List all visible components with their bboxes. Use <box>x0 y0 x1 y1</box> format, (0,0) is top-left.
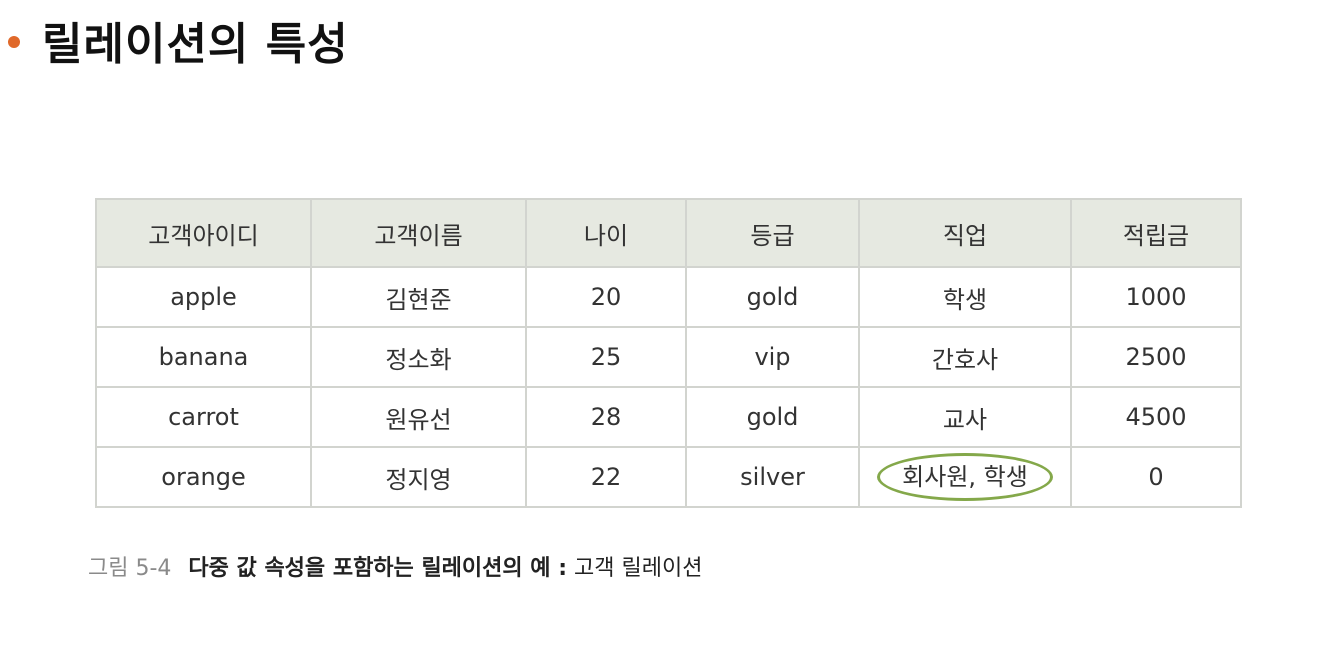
cell-customer-name: 김현준 <box>310 266 527 328</box>
cell-points: 2500 <box>1070 326 1242 388</box>
table-row: carrot 원유선 28 gold 교사 4500 <box>95 386 1242 448</box>
figure-caption: 그림 5-4 다중 값 속성을 포함하는 릴레이션의 예 : 고객 릴레이션 <box>88 550 702 582</box>
figure-subtitle: 고객 릴레이션 <box>574 556 703 581</box>
slide-title-row: 릴레이션의 특성 <box>8 10 349 70</box>
column-header-grade: 등급 <box>685 198 860 268</box>
cell-age: 22 <box>525 446 687 508</box>
cell-age: 28 <box>525 386 687 448</box>
figure-title: 다중 값 속성을 포함하는 릴레이션의 예 : <box>188 556 568 581</box>
column-header-points: 적립금 <box>1070 198 1242 268</box>
customer-relation-table: 고객아이디 고객이름 나이 등급 직업 적립금 apple 김현준 20 gol… <box>95 198 1242 508</box>
cell-grade: gold <box>685 386 860 448</box>
table-row: orange 정지영 22 silver 회사원, 학생 0 <box>95 446 1242 508</box>
page-title: 릴레이션의 특성 <box>42 19 349 70</box>
cell-grade: silver <box>685 446 860 508</box>
cell-job: 교사 <box>858 386 1072 448</box>
cell-customer-name: 원유선 <box>310 386 527 448</box>
table-header-row: 고객아이디 고객이름 나이 등급 직업 적립금 <box>95 198 1242 268</box>
column-header-customer-name: 고객이름 <box>310 198 527 268</box>
cell-points: 1000 <box>1070 266 1242 328</box>
cell-grade: vip <box>685 326 860 388</box>
column-header-customer-id: 고객아이디 <box>95 198 312 268</box>
multi-value-highlight: 회사원, 학생 <box>877 453 1053 501</box>
cell-points: 0 <box>1070 446 1242 508</box>
column-header-age: 나이 <box>525 198 687 268</box>
cell-grade: gold <box>685 266 860 328</box>
table-row: banana 정소화 25 vip 간호사 2500 <box>95 326 1242 388</box>
column-header-job: 직업 <box>858 198 1072 268</box>
table-row: apple 김현준 20 gold 학생 1000 <box>95 266 1242 328</box>
cell-age: 20 <box>525 266 687 328</box>
figure-number: 그림 5-4 <box>88 556 172 581</box>
cell-customer-name: 정지영 <box>310 446 527 508</box>
cell-age: 25 <box>525 326 687 388</box>
cell-customer-id: apple <box>95 266 312 328</box>
bullet-icon <box>8 36 20 48</box>
cell-customer-id: orange <box>95 446 312 508</box>
cell-customer-name: 정소화 <box>310 326 527 388</box>
cell-points: 4500 <box>1070 386 1242 448</box>
cell-job: 회사원, 학생 <box>858 446 1072 508</box>
cell-customer-id: carrot <box>95 386 312 448</box>
cell-customer-id: banana <box>95 326 312 388</box>
cell-job: 간호사 <box>858 326 1072 388</box>
cell-job: 학생 <box>858 266 1072 328</box>
